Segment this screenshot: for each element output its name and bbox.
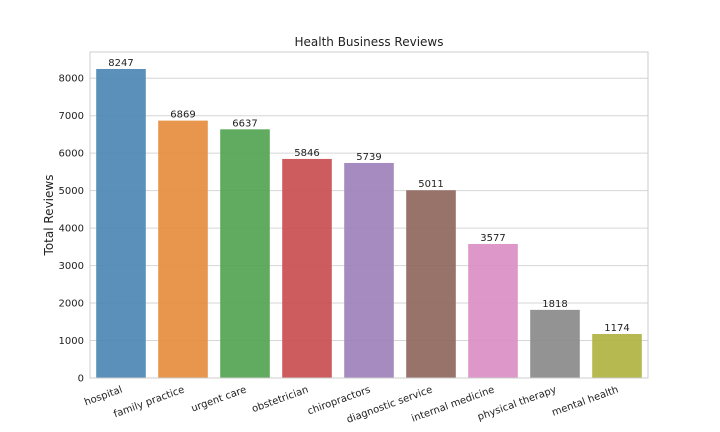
bar-physical-therapy [530,309,580,378]
data-label: 1174 [604,323,629,334]
y-tick-label: 6000 [59,149,84,160]
data-label: 6869 [170,110,195,121]
bar-internal-medicine [468,243,518,378]
y-axis-ticks: 0 1000 2000 3000 4000 5000 6000 7000 8000 [59,74,84,385]
bar-diagnostic-service [406,190,456,378]
data-label: 5739 [356,152,381,163]
y-tick-label: 3000 [59,261,84,272]
data-label: 5011 [418,179,443,190]
bars [96,68,642,378]
data-label: 1818 [542,299,567,310]
y-tick-label: 0 [78,374,84,385]
x-tick-label: obstetrician [251,384,310,415]
x-tick-label: mental health [551,384,620,418]
plot-frame [89,51,649,379]
y-tick-label: 7000 [59,111,84,122]
data-label: 3577 [480,233,505,244]
x-tick-label: hospital [83,384,124,408]
y-tick-label: 5000 [59,186,84,197]
x-tick-label: family practice [112,384,186,420]
bar-hospital [96,68,146,378]
data-label: 8247 [108,58,133,69]
bar-family-practice [158,120,208,378]
data-label: 6637 [232,118,257,129]
x-tick-label: urgent care [190,384,248,414]
chart-title: Health Business Reviews [294,35,443,49]
y-axis-label: Total Reviews [42,175,56,257]
data-label: 5846 [294,148,319,159]
y-tick-label: 2000 [59,299,84,310]
bar-urgent-care [220,129,270,378]
y-tick-label: 4000 [59,224,84,235]
bar-mental-health [592,334,642,378]
bar-obstetrician [282,158,332,378]
y-tick-label: 8000 [59,74,84,85]
bar-chiropractors [344,162,394,378]
data-labels: 8247 6869 6637 5846 5739 5011 3577 1818 1174 [108,58,629,334]
y-tick-label: 1000 [59,336,84,347]
